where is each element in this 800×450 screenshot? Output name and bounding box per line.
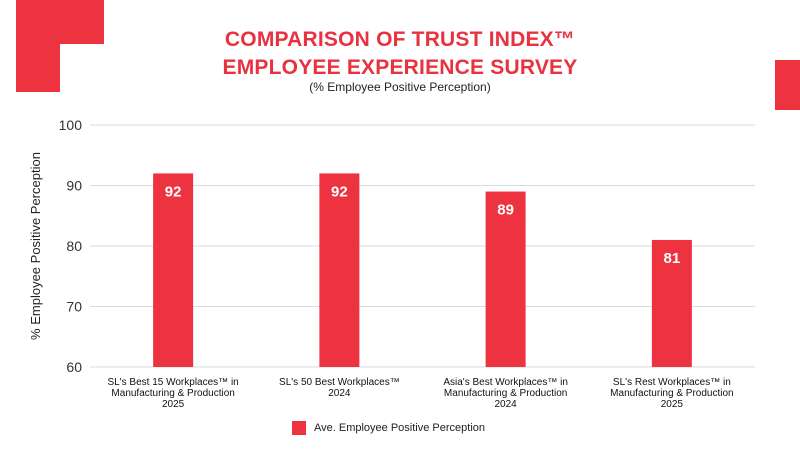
decor-square-right: [775, 60, 800, 110]
x-category-label: SL's 50 Best Workplaces™ 2024: [279, 377, 400, 399]
chart-subtitle: (% Employee Positive Perception): [309, 80, 491, 94]
y-tick-label: 60: [66, 359, 82, 375]
bar: [153, 173, 194, 367]
bar-value-label: 92: [165, 183, 182, 200]
bar: [485, 191, 526, 367]
x-category-label-line: SL's Best 15 Workplaces™ in: [108, 377, 239, 388]
x-category-label-line: 2024: [328, 388, 351, 399]
bar: [651, 239, 692, 367]
x-category-label: SL's Rest Workplaces™ in Manufacturing & …: [610, 377, 733, 410]
bar-value-label: 81: [664, 250, 681, 267]
bar: [319, 173, 360, 367]
x-category-label-line: Manufacturing & Production: [610, 388, 733, 399]
legend-swatch: [292, 421, 306, 435]
decor-square-3: [16, 44, 60, 92]
chart-title-line-2: EMPLOYEE EXPERIENCE SURVEY: [222, 56, 578, 79]
x-category-label-line: 2025: [661, 399, 684, 410]
bar-value-label: 92: [331, 183, 348, 200]
decor-square-1: [16, 0, 60, 44]
y-tick-label: 80: [66, 238, 82, 254]
x-category-label-line: Asia's Best Workplaces™ in: [443, 377, 568, 388]
x-category-label-line: 2025: [162, 399, 185, 410]
legend: Ave. Employee Positive Perception: [292, 421, 485, 435]
x-category-label-line: SL's Rest Workplaces™ in: [613, 377, 731, 388]
x-category-label-line: Manufacturing & Production: [444, 388, 567, 399]
x-category-label-line: SL's 50 Best Workplaces™: [279, 377, 400, 388]
legend-label: Ave. Employee Positive Perception: [314, 422, 485, 434]
chart-title-line-1: COMPARISON OF TRUST INDEX™: [224, 28, 576, 51]
chart-title: COMPARISON OF TRUST INDEX™ EMPLOYEE EXPE…: [0, 26, 800, 82]
x-category-label-line: Manufacturing & Production: [111, 388, 234, 399]
x-category-label: Asia's Best Workplaces™ in Manufacturing …: [443, 377, 568, 410]
y-axis-title: % Employee Positive Perception: [28, 152, 43, 340]
decor-square-2: [60, 0, 104, 44]
y-tick-label: 70: [66, 299, 82, 315]
y-tick-label: 100: [59, 117, 83, 133]
x-category-label-line: 2024: [495, 399, 518, 410]
bar-value-label: 89: [497, 202, 514, 219]
y-tick-label: 90: [66, 178, 82, 194]
x-category-label: SL's Best 15 Workplaces™ in Manufacturing…: [108, 377, 239, 410]
